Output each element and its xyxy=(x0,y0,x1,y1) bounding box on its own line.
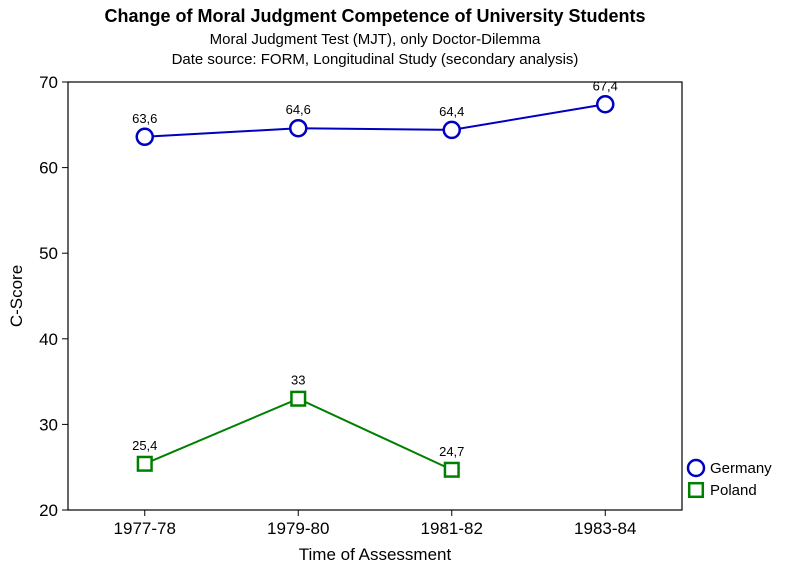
legend-label: Poland xyxy=(710,482,757,499)
y-tick-label: 20 xyxy=(39,501,58,520)
series-line-poland xyxy=(145,399,452,470)
data-label: 63,6 xyxy=(132,111,157,126)
y-tick-label: 40 xyxy=(39,330,58,349)
data-label: 33 xyxy=(291,373,305,388)
x-tick-label: 1977-78 xyxy=(114,519,176,538)
data-label: 67,4 xyxy=(593,78,618,93)
y-tick-label: 70 xyxy=(39,73,58,92)
chart-container: Change of Moral Judgment Competence of U… xyxy=(0,0,797,580)
data-label: 64,6 xyxy=(286,102,311,117)
legend-label: Germany xyxy=(710,460,772,477)
chart-subtitle-1: Moral Judgment Test (MJT), only Doctor-D… xyxy=(210,31,541,48)
data-label: 24,7 xyxy=(439,444,464,459)
x-tick-label: 1979-80 xyxy=(267,519,329,538)
y-tick-label: 50 xyxy=(39,244,58,263)
data-label: 25,4 xyxy=(132,438,157,453)
marker-circle xyxy=(444,122,460,138)
y-axis-label: C-Score xyxy=(7,265,26,327)
legend-marker-square xyxy=(689,483,703,497)
chart-title: Change of Moral Judgment Competence of U… xyxy=(104,6,645,26)
marker-square xyxy=(138,457,152,471)
data-label: 64,4 xyxy=(439,104,464,119)
marker-circle xyxy=(137,129,153,145)
marker-square xyxy=(445,463,459,477)
y-tick-label: 60 xyxy=(39,159,58,178)
x-axis-label: Time of Assessment xyxy=(299,545,452,564)
x-tick-label: 1983-84 xyxy=(574,519,636,538)
marker-square xyxy=(291,392,305,406)
x-tick-label: 1981-82 xyxy=(421,519,483,538)
series-line-germany xyxy=(145,104,606,137)
y-tick-label: 30 xyxy=(39,415,58,434)
plot-border xyxy=(68,82,682,510)
legend-marker-circle xyxy=(688,460,704,476)
chart-svg: Change of Moral Judgment Competence of U… xyxy=(0,0,797,580)
chart-subtitle-2: Date source: FORM, Longitudinal Study (s… xyxy=(172,51,579,68)
marker-circle xyxy=(597,96,613,112)
marker-circle xyxy=(290,120,306,136)
